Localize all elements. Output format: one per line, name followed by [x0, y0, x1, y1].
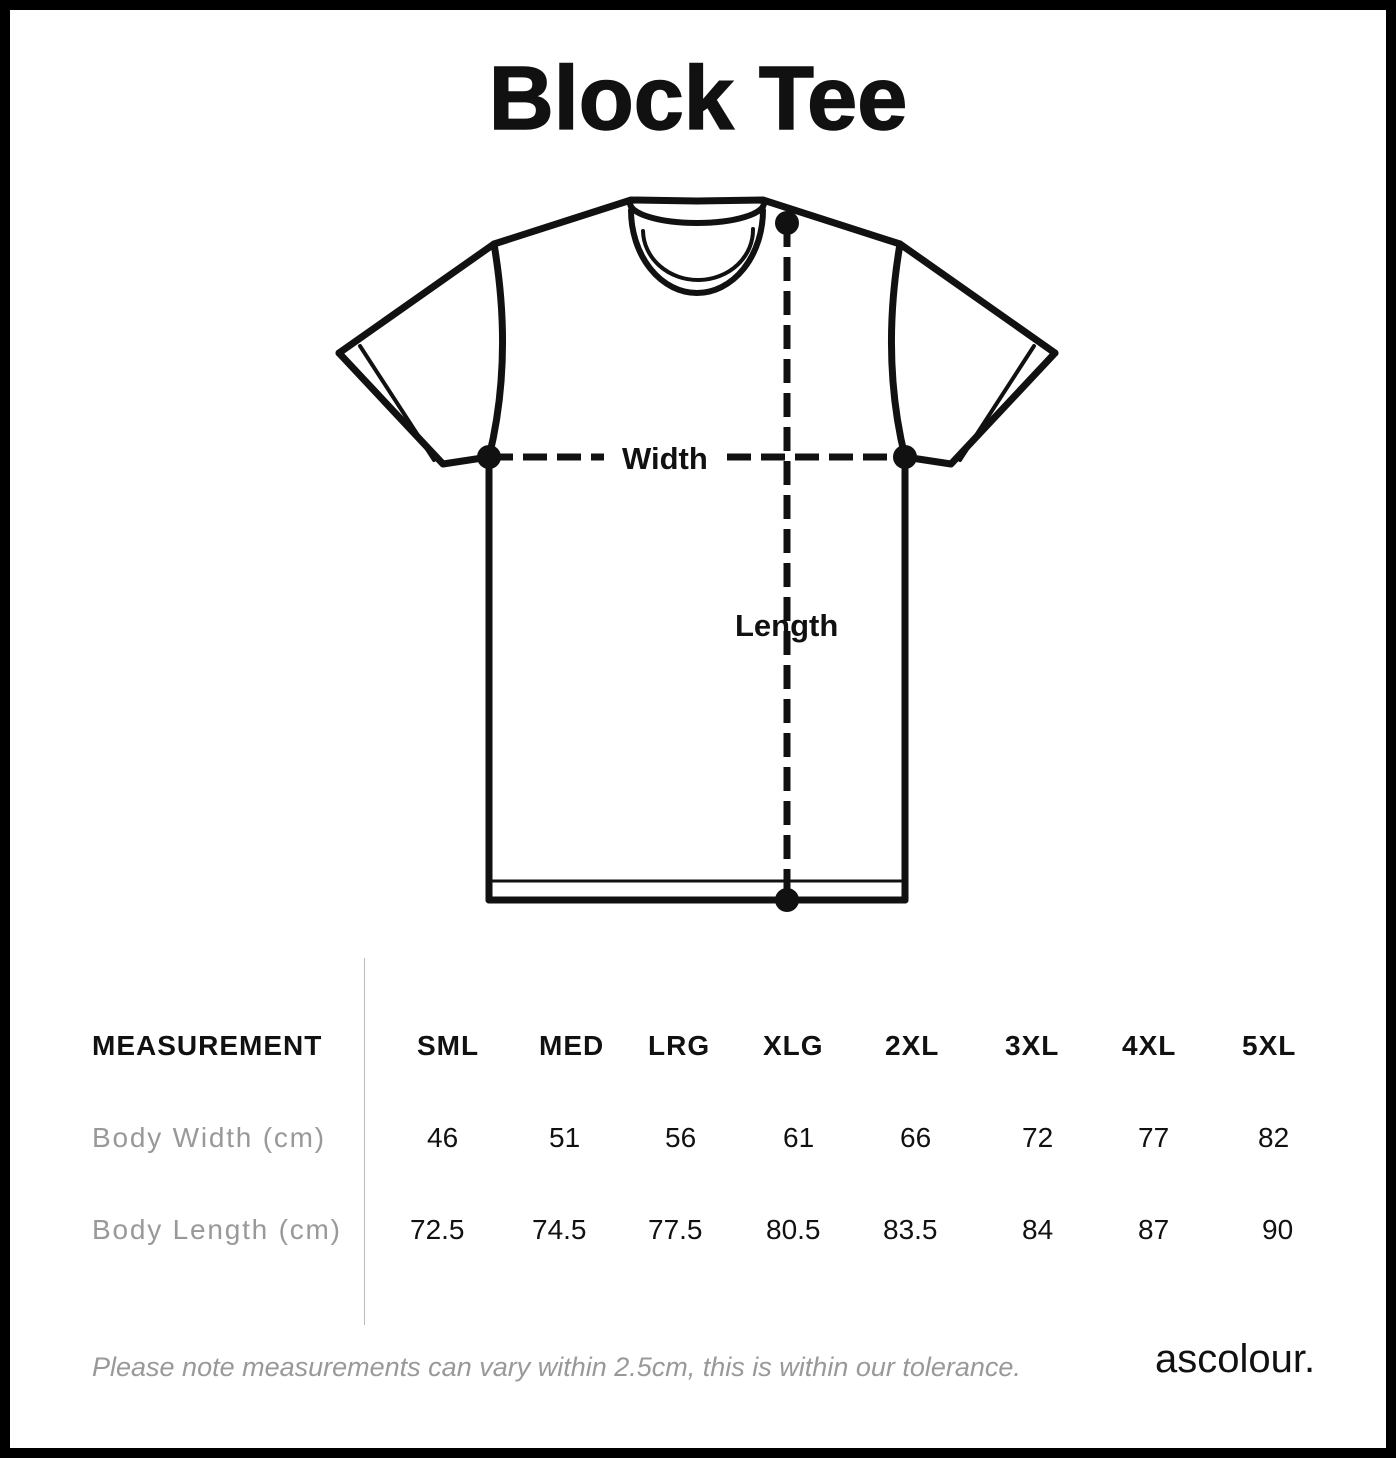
svg-text:Width: Width [622, 441, 708, 476]
svg-text:Length: Length [735, 608, 838, 643]
